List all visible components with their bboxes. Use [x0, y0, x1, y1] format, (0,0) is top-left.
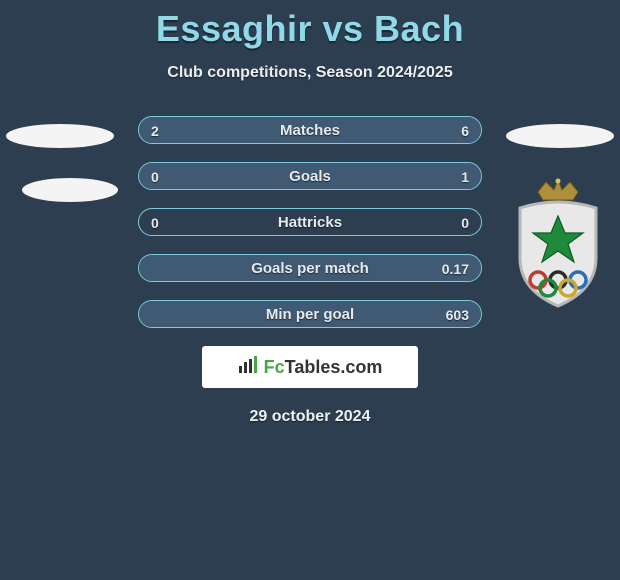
player-left-club-placeholder [22, 178, 118, 202]
logo-text: FcTables.com [264, 357, 383, 378]
player-right-photo-placeholder [506, 124, 614, 148]
stat-left-value: 2 [151, 117, 159, 144]
stat-fill-right [139, 255, 481, 281]
subtitle: Club competitions, Season 2024/2025 [0, 64, 620, 82]
stat-fill-right [139, 301, 481, 327]
stat-fill-right [139, 163, 481, 189]
stat-label: Hattricks [139, 214, 481, 231]
stat-right-value: 1 [461, 163, 469, 190]
stat-row-matches: 2 Matches 6 [138, 116, 482, 144]
fctables-logo: FcTables.com [202, 346, 418, 388]
stat-right-value: 0 [461, 209, 469, 236]
stat-row-min-per-goal: Min per goal 603 [138, 300, 482, 328]
stats-container: 2 Matches 6 0 Goals 1 0 Hattricks 0 Goal… [138, 116, 482, 328]
stat-row-goals-per-match: Goals per match 0.17 [138, 254, 482, 282]
date-label: 29 october 2024 [0, 408, 620, 426]
page-title: Essaghir vs Bach [0, 0, 620, 50]
stat-right-value: 603 [446, 301, 469, 328]
club-crest [508, 178, 608, 308]
stat-fill-right [225, 117, 482, 143]
stat-row-goals: 0 Goals 1 [138, 162, 482, 190]
player-left-photo-placeholder [6, 124, 114, 148]
stat-row-hattricks: 0 Hattricks 0 [138, 208, 482, 236]
stat-right-value: 6 [461, 117, 469, 144]
stat-left-value: 0 [151, 209, 159, 236]
stat-left-value: 0 [151, 163, 159, 190]
logo-prefix: Fc [264, 357, 285, 377]
stat-right-value: 0.17 [442, 255, 469, 282]
logo-suffix: Tables.com [285, 357, 383, 377]
chart-bars-icon [238, 356, 258, 379]
